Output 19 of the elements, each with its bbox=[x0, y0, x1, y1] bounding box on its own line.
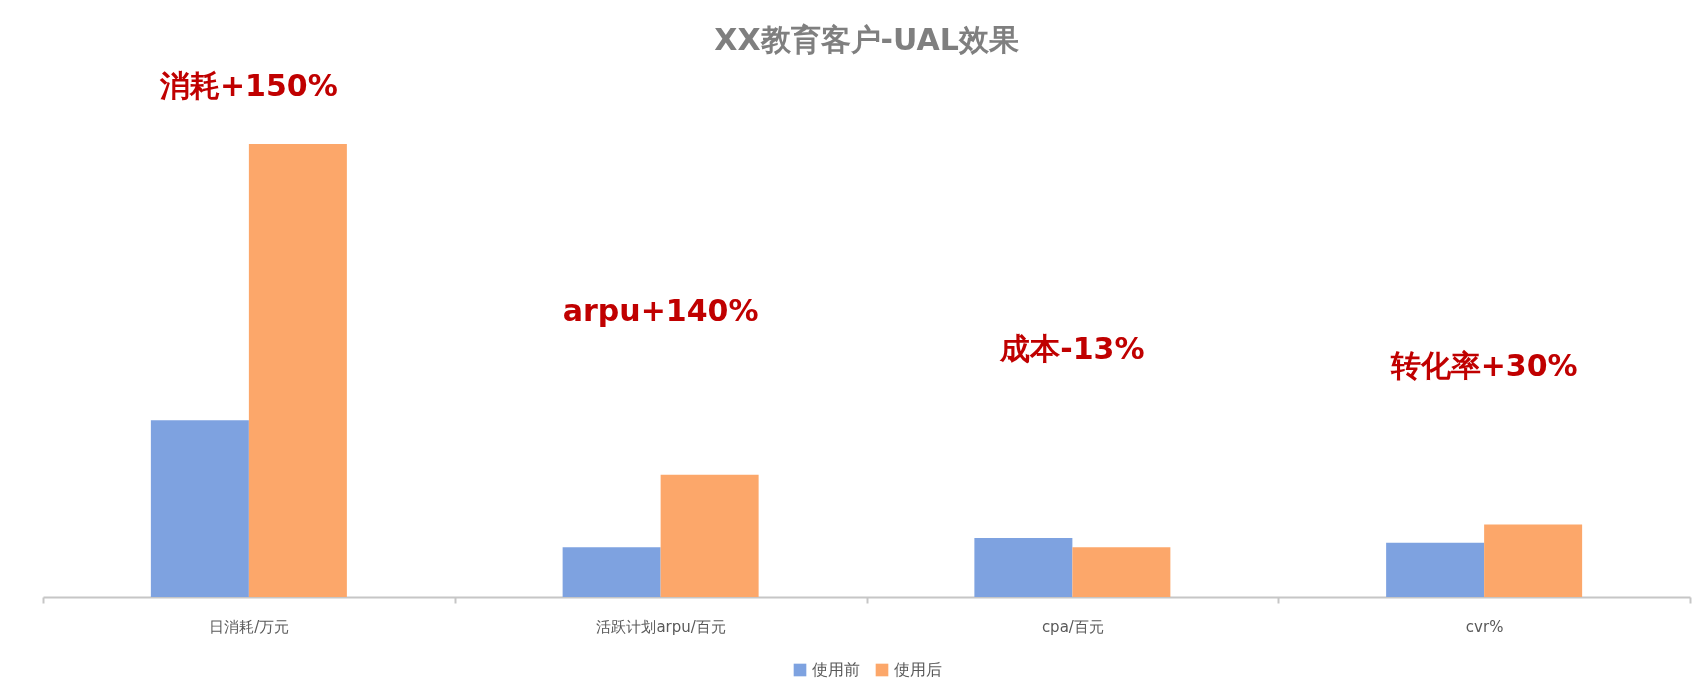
x-tick-label: cpa/百元 bbox=[1041, 617, 1104, 636]
annotation: arpu+140% bbox=[562, 293, 759, 328]
x-tick-label: 日消耗/万元 bbox=[209, 617, 290, 636]
bar bbox=[1386, 542, 1485, 597]
x-tick-label: 活跃计划arpu/百元 bbox=[596, 617, 726, 636]
bar bbox=[150, 420, 249, 597]
bar bbox=[248, 144, 347, 597]
bar bbox=[1072, 547, 1171, 597]
legend-label: 使用前 bbox=[812, 660, 860, 679]
bar bbox=[660, 474, 759, 597]
bar bbox=[974, 538, 1073, 597]
bar bbox=[1484, 524, 1583, 597]
text: 消耗+150% bbox=[158, 68, 338, 103]
x-tick-label: cvr% bbox=[1465, 617, 1504, 636]
chart-title: XX教育客户-UAL效果 bbox=[714, 22, 1019, 57]
annotation: 转化率+30% bbox=[1389, 348, 1578, 383]
annotation: 成本-13% bbox=[999, 331, 1145, 366]
bar bbox=[562, 547, 661, 597]
legend-label: 使用后 bbox=[894, 660, 942, 679]
